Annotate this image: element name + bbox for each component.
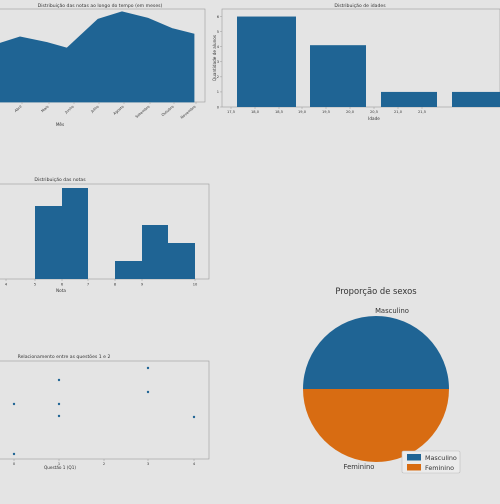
area-chart-xlabel: Mês [56, 122, 64, 127]
legend-swatch-masculino [407, 454, 421, 461]
grades-histogram-title: Distribuição das notas [34, 177, 86, 183]
grades-xtick-label: 9 [141, 283, 144, 287]
scatter-point [12, 452, 16, 456]
scatter-point [192, 415, 196, 419]
pie-label-feminino: Feminino [344, 463, 375, 471]
age-histogram-xlabel: Idade [368, 116, 380, 121]
grades-histogram: Distribuição das notas 4 5 6 7 8 9 10 Nota [0, 177, 210, 293]
grades-xtick-label: 7 [87, 283, 89, 287]
age-ytick-label: 1 [217, 90, 219, 94]
grades-xtick-label: 4 [5, 283, 8, 287]
grades-bar [168, 243, 195, 279]
age-xtick-label: 21,0 [394, 110, 403, 114]
grades-bar [115, 261, 142, 279]
age-bar [237, 16, 296, 108]
legend-swatch-feminino [407, 464, 421, 471]
age-xtick-label: 19,5 [322, 110, 330, 114]
age-ytick-label: 2 [217, 75, 219, 79]
age-xtick-label: 19,0 [298, 110, 307, 114]
age-xtick-label: 17,5 [227, 110, 235, 114]
scatter-point [12, 402, 16, 406]
pie-chart-marks: Masculino Feminino [303, 307, 449, 471]
scatter-chart-title: Relacionamento entre as questões 1 e 2 [18, 354, 111, 360]
scatter-point [57, 378, 61, 382]
area-xtick-label: Outubro [161, 105, 175, 117]
age-bar [310, 45, 366, 107]
age-ytick-label: 4 [217, 45, 220, 49]
area-chart-title: Distribuição das notas ao longo do tempo… [38, 3, 163, 9]
scatter-chart: Relacionamento entre as questões 1 e 2 0… [0, 354, 210, 470]
area-xtick-label: Agosto [113, 105, 125, 116]
scatter-point [146, 366, 150, 370]
area-chart: Distribuição das notas ao longo do tempo… [0, 3, 206, 127]
age-xtick-label: 21,5 [418, 110, 426, 114]
age-xtick-label: 18,0 [251, 110, 260, 114]
pie-slice-masculino [303, 316, 449, 389]
area-xtick-label: Maio [41, 105, 50, 114]
scatter-xtick-label: 0 [13, 462, 16, 466]
scatter-xtick-label: 2 [103, 462, 105, 466]
grades-xtick-label: 5 [34, 283, 36, 287]
scatter-xtick-label: 3 [147, 462, 149, 466]
pie-label-masculino: Masculino [375, 307, 409, 315]
age-ytick-label: 5 [217, 30, 219, 34]
pie-chart-title: Proporção de sexos [335, 286, 416, 296]
legend-label-masculino: Masculino [425, 454, 457, 462]
area-xtick-label: Novembro [180, 105, 197, 120]
scatter-xtick-label: 1 [58, 462, 60, 466]
area-xtick-label: Abril [14, 105, 23, 113]
grades-bar [35, 206, 62, 279]
scatter-point [57, 414, 61, 418]
age-histogram-title: Distribuição de idades [334, 3, 386, 9]
age-histogram: Distribuição de idades 0 1 2 3 4 5 6 17,5 18,0 18… [212, 3, 500, 121]
age-xtick-label: 18,5 [275, 110, 283, 114]
area-xtick-label: Setembro [135, 105, 151, 119]
age-xtick-label: 20,5 [370, 110, 378, 114]
age-xtick-label: 20,0 [346, 110, 355, 114]
scatter-chart-axes [0, 360, 210, 460]
area-xtick-label: Julho [90, 105, 100, 114]
grades-xtick-label: 6 [61, 283, 64, 287]
pie-chart: Proporção de sexos Masculino Feminino Mas… [303, 286, 461, 474]
pie-legend: Masculino Feminino [401, 450, 461, 474]
scatter-point [57, 402, 61, 406]
grades-histogram-marks: 4 5 6 7 8 9 10 [5, 188, 198, 287]
grades-xtick-label: 8 [114, 283, 117, 287]
grades-histogram-xlabel: Nota [56, 288, 66, 293]
legend-label-feminino: Feminino [425, 464, 454, 472]
age-ytick-label: 3 [217, 60, 219, 64]
grades-bar [62, 188, 88, 279]
age-ytick-label: 6 [217, 15, 220, 19]
area-chart-marks: MarçoAbrilMaioJunhoJulhoAgostoSetembroOu… [0, 11, 197, 120]
grades-bar [142, 225, 168, 279]
scatter-point [146, 390, 150, 394]
grades-xtick-label: 10 [193, 283, 198, 287]
age-ytick-label: 0 [217, 105, 220, 109]
age-bar [452, 91, 500, 107]
pie-slice-feminino [303, 389, 449, 462]
age-histogram-marks: 0 1 2 3 4 5 6 17,5 18,0 18,5 19,0 19,5 20,0 20,5 21,0 2… [217, 15, 500, 114]
age-bar [381, 91, 437, 107]
age-histogram-ylabel: Quantidade de alunos [212, 35, 217, 81]
area-fill [0, 11, 195, 103]
area-xtick-label: Junho [64, 105, 75, 115]
scatter-chart-xlabel: Questão 1 (Q1) [44, 465, 76, 470]
scatter-xtick-label: 4 [193, 462, 196, 466]
scatter-chart-marks: 0 1 2 3 4 [12, 366, 196, 466]
